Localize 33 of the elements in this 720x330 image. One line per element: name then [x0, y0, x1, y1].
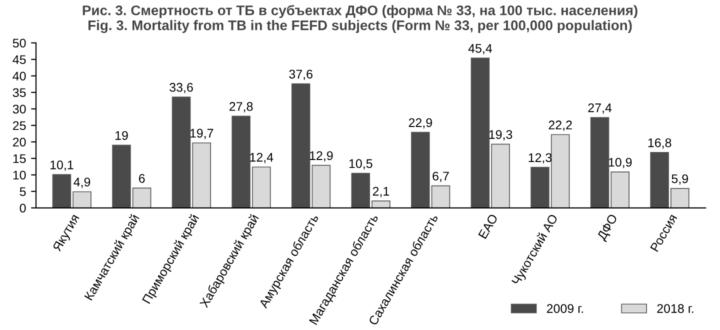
- data-label: 10,5: [349, 159, 372, 170]
- legend-label: 2009 г.: [546, 304, 583, 313]
- y-tick-label: 10: [13, 170, 26, 180]
- y-tick-label: 5: [20, 187, 26, 196]
- data-label: 19: [115, 131, 128, 140]
- data-label: 37,6: [289, 70, 312, 80]
- y-tick-label: 25: [13, 121, 26, 130]
- y-tick-label: 50: [12, 38, 26, 48]
- y-tick-label: 0: [20, 204, 26, 213]
- chart-title: Рис. 3. Смертность от ТБ в субъектах ДФО (форма № 33, на 100 тыс. населения) Fig. 3. Mortality from TB in the FEFD subjects (Form № 33, per 100,000 population): [82, 4, 638, 34]
- data-label: 27,8: [230, 102, 253, 112]
- y-tick-label: 20: [13, 138, 26, 147]
- data-label: 6: [138, 174, 145, 183]
- data-label: 33,6: [170, 82, 193, 94]
- data-label: 4,9: [74, 178, 90, 188]
- bar: [291, 83, 310, 208]
- y-tick-label: 15: [13, 154, 26, 164]
- y-tick-label: 30: [12, 104, 26, 114]
- y-tick-label: 45: [12, 55, 26, 64]
- data-label: 6,7: [432, 172, 449, 182]
- legend-label: 2018 г.: [657, 304, 694, 313]
- y-tick-label: 40: [12, 72, 26, 81]
- data-label: 10,1: [50, 160, 74, 171]
- data-label: 27,4: [588, 103, 612, 114]
- data-label: 12,9: [310, 151, 333, 162]
- data-label: 2,1: [372, 186, 390, 198]
- data-label: 45,4: [468, 44, 492, 54]
- data-label: 16,8: [648, 138, 672, 149]
- data-label: 5,9: [672, 174, 688, 185]
- bar: [312, 164, 331, 208]
- data-label: 22,9: [408, 118, 432, 129]
- data-label: 22,2: [548, 120, 572, 131]
- y-tick-label: 35: [12, 88, 26, 98]
